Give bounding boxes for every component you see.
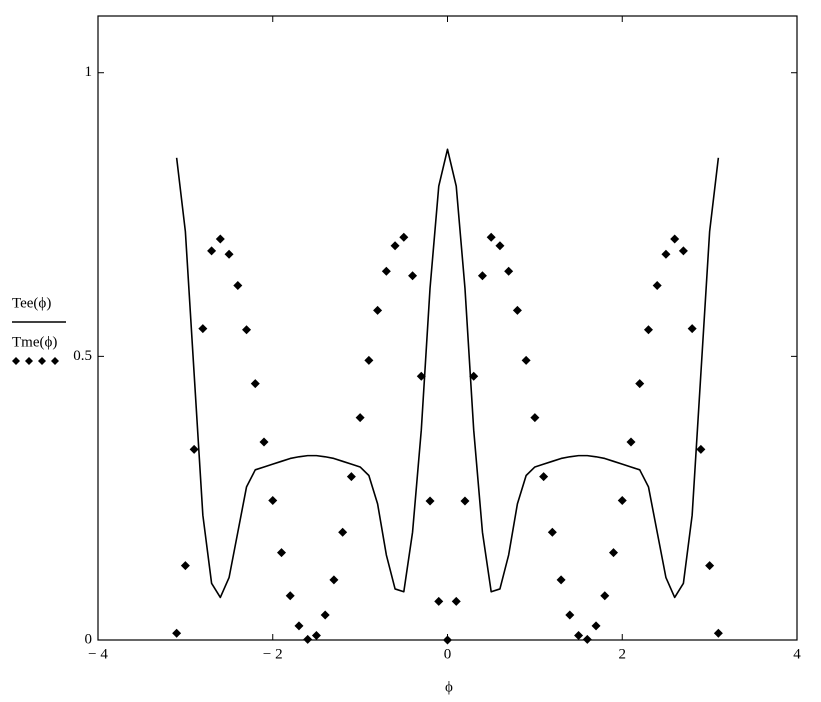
data-point	[626, 437, 636, 447]
data-point	[285, 591, 295, 601]
data-point	[276, 548, 286, 558]
x-tick-label: − 2	[263, 646, 283, 662]
data-point	[582, 634, 592, 644]
data-point	[180, 561, 190, 571]
data-point	[696, 444, 706, 454]
x-tick-label: 0	[444, 646, 452, 662]
data-point	[399, 232, 409, 242]
legend-marker	[25, 357, 33, 365]
data-line	[175, 148, 720, 599]
data-point	[678, 246, 688, 256]
legend-marker	[51, 357, 59, 365]
data-point	[329, 575, 339, 585]
x-axis-label: ϕ	[445, 679, 453, 695]
data-point	[250, 379, 260, 389]
x-tick-label: − 4	[88, 646, 108, 662]
data-point	[521, 355, 531, 365]
data-point	[320, 610, 330, 620]
data-point	[443, 635, 452, 645]
legend-marker	[38, 357, 46, 365]
data-point	[504, 266, 514, 276]
data-point	[434, 596, 444, 606]
data-point	[512, 305, 522, 315]
data-point	[495, 241, 505, 251]
data-point	[635, 379, 645, 389]
data-point	[600, 591, 610, 601]
data-point	[469, 371, 479, 381]
data-point	[408, 271, 418, 281]
x-tick-label: 2	[619, 646, 627, 662]
data-point	[364, 355, 374, 365]
data-point	[172, 628, 182, 638]
data-point	[355, 413, 365, 423]
data-point	[451, 596, 461, 606]
data-point	[303, 634, 313, 644]
data-point	[189, 444, 199, 454]
y-tick-label: 0	[85, 631, 93, 647]
data-point	[609, 548, 619, 558]
data-point	[547, 527, 557, 537]
data-point	[705, 561, 715, 571]
data-point	[259, 437, 269, 447]
data-point	[591, 621, 601, 631]
data-point	[670, 234, 680, 244]
legend-label: Tme(ϕ)	[12, 334, 57, 350]
data-point	[373, 305, 383, 315]
data-point	[381, 266, 391, 276]
data-point	[539, 472, 549, 482]
data-point	[198, 324, 208, 334]
data-point	[652, 280, 662, 290]
data-point	[530, 413, 540, 423]
data-point	[477, 271, 487, 281]
data-point	[556, 575, 566, 585]
y-tick-label: 0.5	[73, 348, 92, 364]
data-point	[416, 371, 426, 381]
data-point	[687, 324, 697, 334]
legend-marker	[12, 357, 20, 365]
data-point	[643, 325, 653, 335]
y-tick-label: 1	[85, 64, 93, 80]
x-tick-label: 4	[793, 646, 801, 662]
data-point	[224, 249, 234, 259]
data-point	[390, 241, 400, 251]
data-point	[207, 246, 217, 256]
data-point	[565, 610, 575, 620]
data-point	[574, 630, 584, 640]
data-point	[346, 472, 356, 482]
data-point	[311, 630, 321, 640]
data-point	[460, 496, 470, 506]
data-point	[268, 495, 278, 505]
data-point	[486, 232, 496, 242]
data-point	[294, 621, 304, 631]
data-point	[713, 628, 723, 638]
data-point	[338, 527, 348, 537]
data-point	[242, 325, 252, 335]
data-point	[233, 280, 243, 290]
data-point	[425, 496, 435, 506]
data-point	[215, 234, 225, 244]
data-point	[617, 495, 627, 505]
legend-label: Tee(ϕ)	[12, 295, 51, 311]
data-point	[661, 249, 671, 259]
